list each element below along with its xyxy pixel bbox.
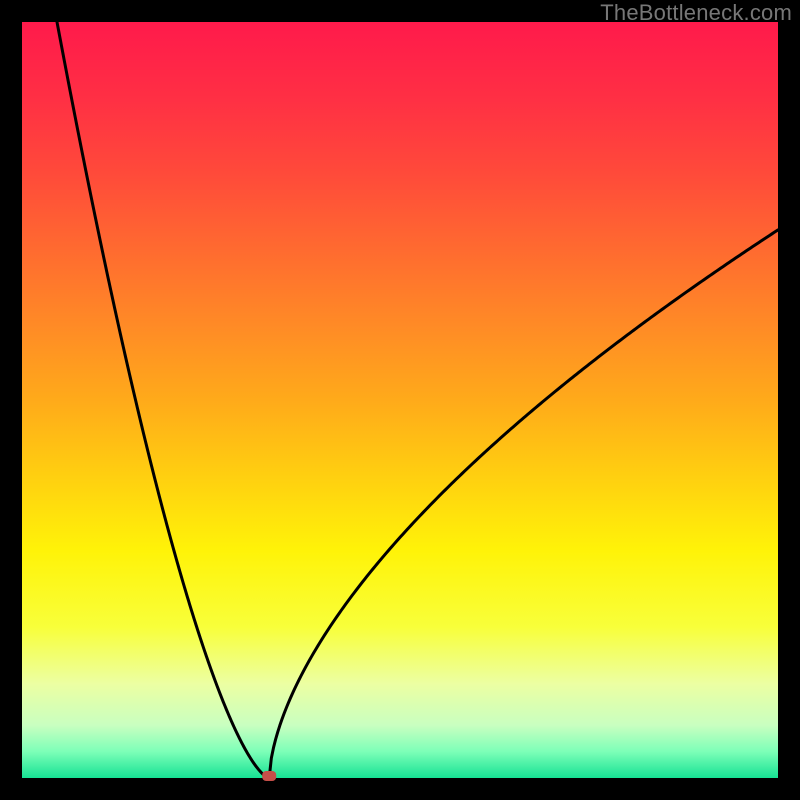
optimum-marker bbox=[262, 771, 276, 781]
bottleneck-chart-svg bbox=[0, 0, 800, 800]
chart-stage: TheBottleneck.com bbox=[0, 0, 800, 800]
